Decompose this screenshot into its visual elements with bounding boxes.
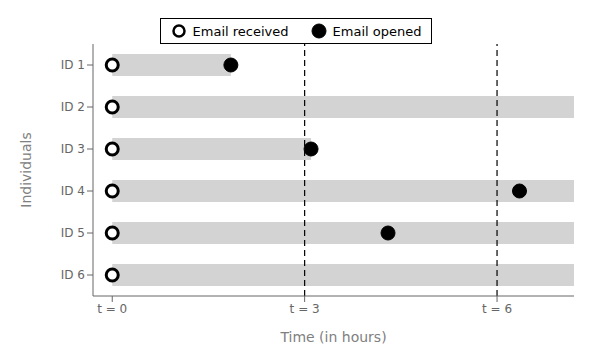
svg-text:t = 6: t = 6 <box>482 302 512 316</box>
svg-text:t = 3: t = 3 <box>290 302 320 316</box>
svg-text:Individuals: Individuals <box>18 132 34 207</box>
svg-text:Time (in hours): Time (in hours) <box>279 329 386 345</box>
html-text:Email received: Email received <box>192 23 289 39</box>
svg-text:ID 6: ID 6 <box>61 268 85 282</box>
svg-text:ID 1: ID 1 <box>61 58 85 72</box>
html-text:Email opened: Email opened <box>332 23 422 39</box>
svg-text:t = 0: t = 0 <box>97 302 127 316</box>
svg-text:ID 2: ID 2 <box>61 100 85 114</box>
svg-text:ID 5: ID 5 <box>61 226 85 240</box>
svg-text:ID 3: ID 3 <box>61 142 85 156</box>
svg-text:ID 4: ID 4 <box>61 184 85 198</box>
